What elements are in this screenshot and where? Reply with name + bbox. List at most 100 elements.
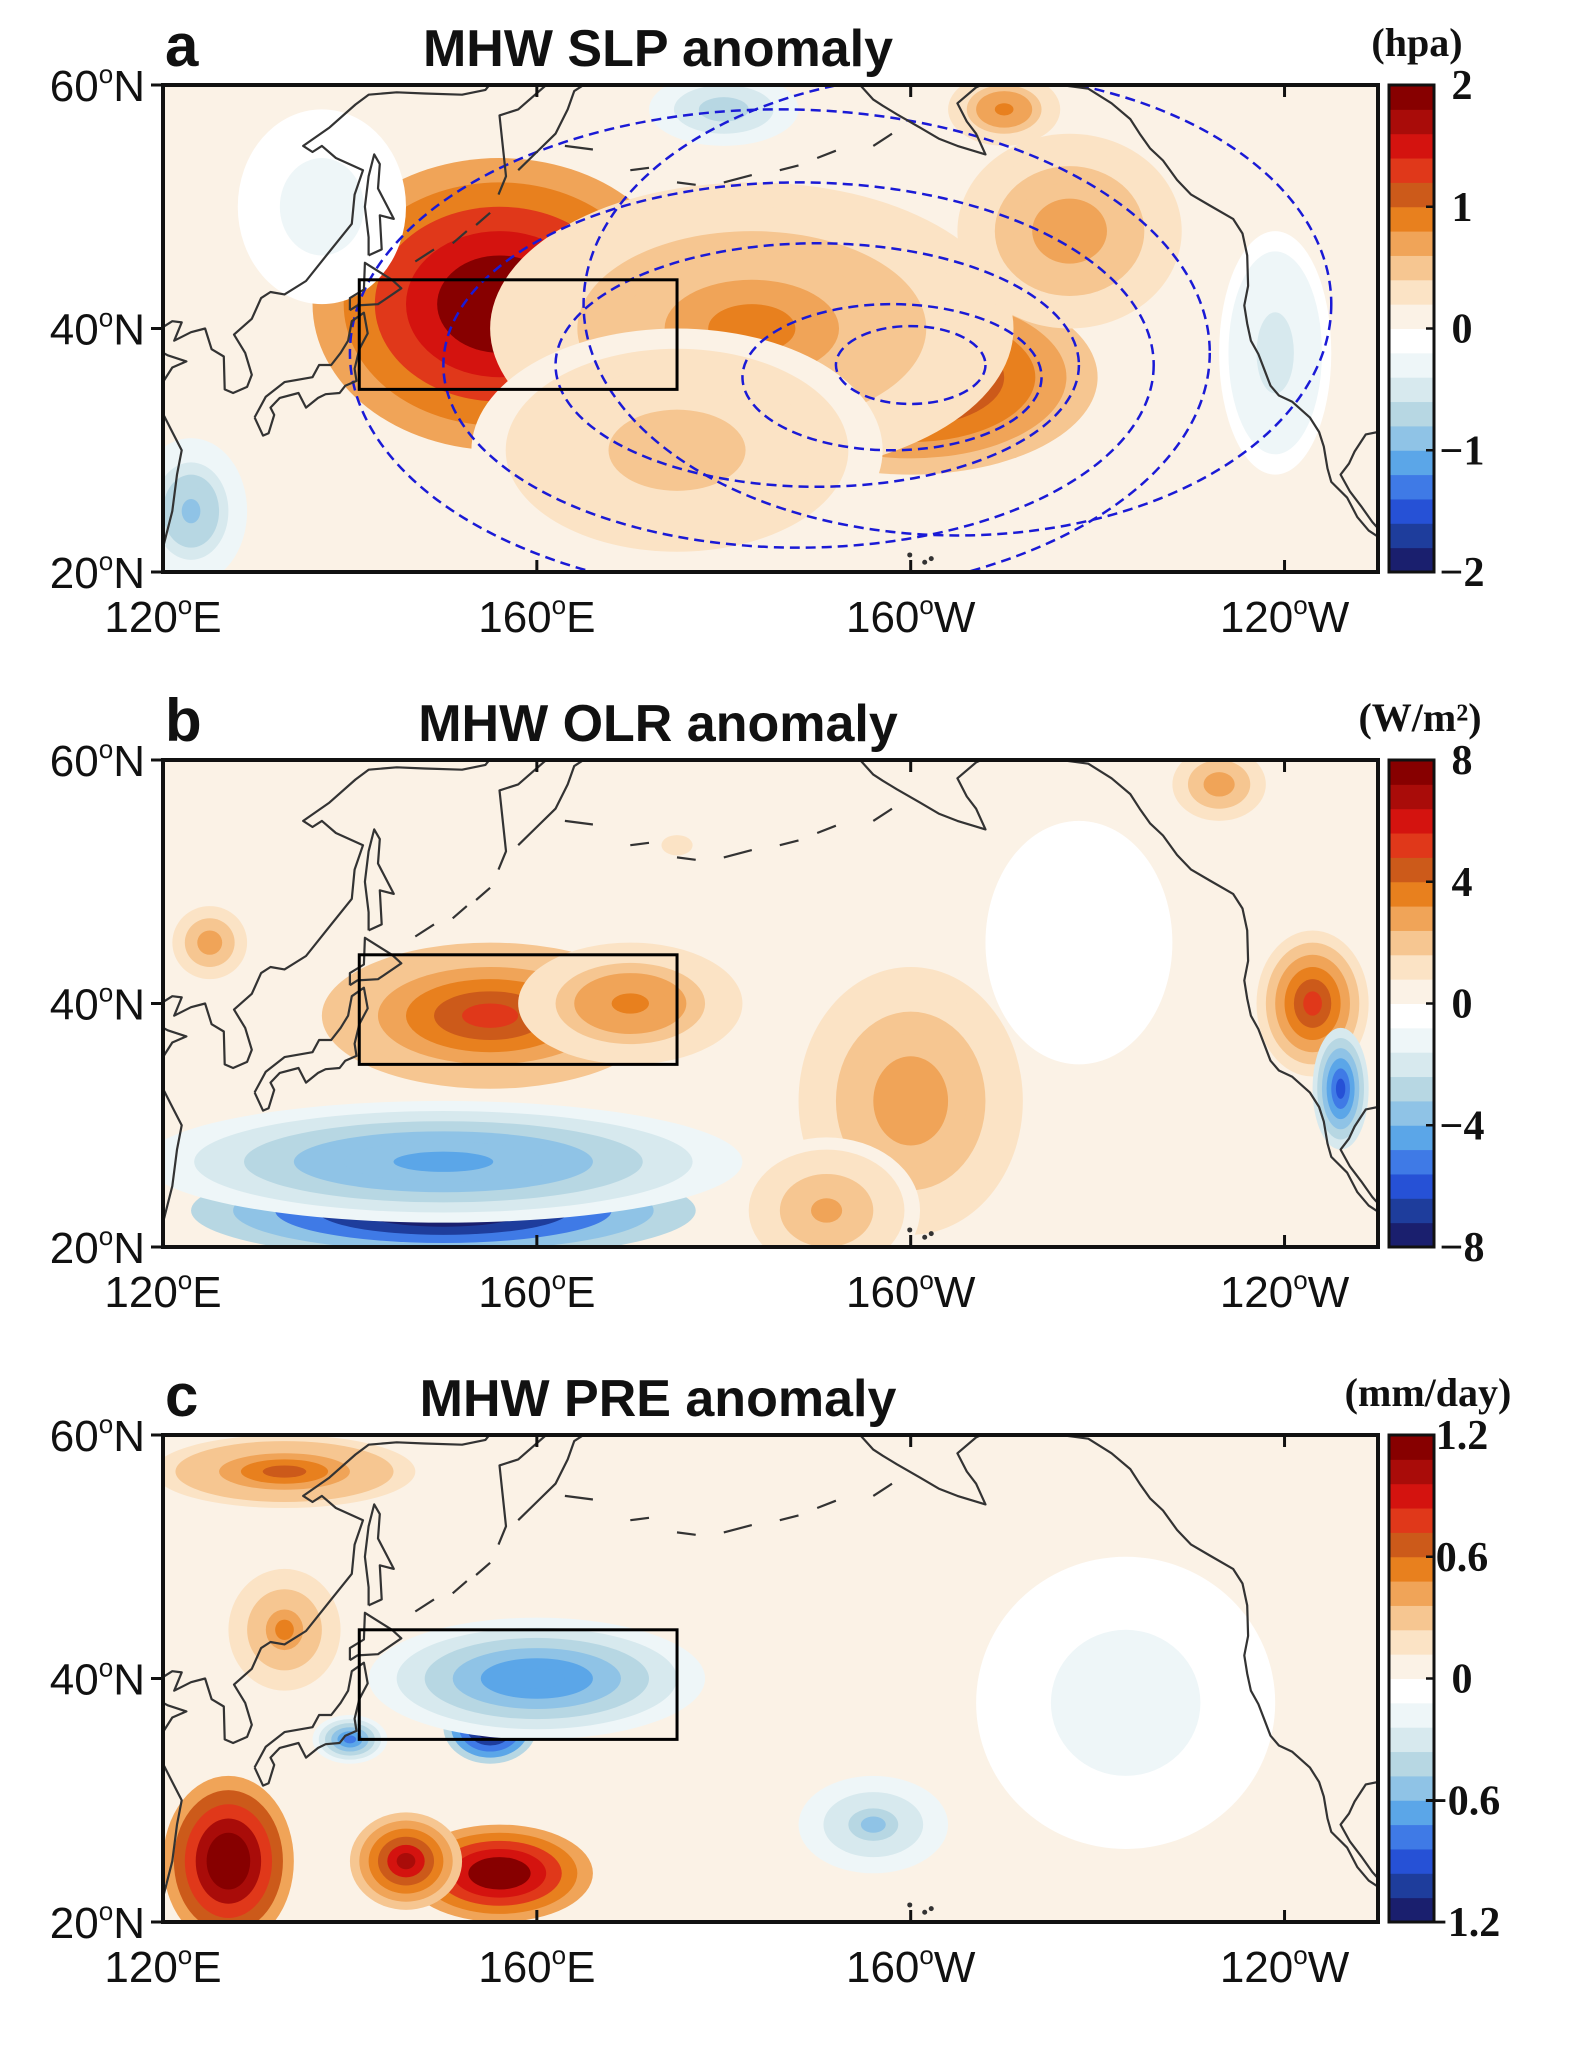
coastline [723,1524,753,1534]
field-anomaly-cell [312,1715,388,1764]
x-tick-label: 120oW [1220,1265,1350,1317]
island-marker [922,1909,928,1915]
colorbar-tick-label: 8 [1452,738,1473,784]
colorbar-segment [1389,547,1434,573]
field-level-ring [483,1865,516,1882]
colorbar-tick-label: 4 [1452,860,1473,906]
coastline [253,1661,369,1787]
island-marker [928,1231,934,1237]
field-anomaly-cell [228,1568,341,1691]
colorbar-segment [1389,881,1434,907]
colorbar-segment [1389,1003,1434,1029]
slp-dashed-contour [741,302,1043,452]
island-marker [922,1234,928,1240]
field-anomaly-cell [237,109,406,305]
coastline [630,1516,650,1522]
coastline [779,839,799,847]
colorbar-segment [1389,1605,1434,1631]
slp-dashed-contour [834,324,987,406]
coastline [858,1435,1378,1888]
colorbar-segment [1389,1654,1434,1679]
panel-a-units: (hpa) [1371,20,1462,65]
colorbar-segment [1389,1897,1434,1923]
colorbar-segment [1389,377,1434,403]
colorbar-tick-label: 0.6 [1436,1535,1489,1581]
island-marker [907,552,913,558]
slp-dashed-contour [348,108,1211,572]
coastline [363,1503,395,1607]
coastline [779,164,799,172]
panel-a-colorbar: 2 1 0 −1 −2 [1387,63,1485,596]
colorbar-segment [1389,1052,1434,1078]
panel-a-x-axis: 120oE 160oE 160oW 120oW [104,85,1350,642]
panel-a-coastlines [163,85,1378,565]
colorbar-segment [1389,1173,1434,1199]
field-anomaly-cell [163,1435,416,1509]
island-marker [950,1924,955,1929]
coastline [872,132,893,147]
coastline [163,760,491,1223]
panel-c-colorbar: 1.2 0.6 0 −0.6 −1.2 [1387,1413,1500,1946]
colorbar-segment [1389,1556,1434,1582]
colorbar-segment [1389,1581,1434,1606]
panel-a-title: MHW SLP anomaly [423,20,893,78]
field-level-ring [611,993,649,1014]
island-marker [907,1902,913,1908]
colorbar-segment [1389,206,1434,232]
panel-a-map [163,85,1378,572]
colorbar-tick-label: −8 [1440,1225,1485,1271]
colorbar-tick-label: 0 [1452,1657,1473,1703]
coastline [517,85,586,171]
panel-b-region-box [357,953,679,1066]
coastline [723,849,753,859]
colorbar-segment [1389,133,1434,159]
field-anomaly-cell [1172,760,1266,821]
colorbar-tick-label: 2 [1452,63,1473,109]
x-tick-label: 120oW [1220,1940,1350,1992]
coastline [858,85,1378,538]
x-tick-label: 120oE [104,590,221,642]
field-level-ring [1265,332,1285,374]
x-tick-label: 120oW [1220,590,1350,642]
panel-c: c MHW PRE anomaly (mm/day) 60oN40oN20oN … [50,1362,1512,1992]
colorbar-segment [1389,1483,1434,1509]
field-level-ring [203,936,216,949]
colorbar-segment [1389,1222,1434,1248]
colorbar-segment [1389,833,1434,858]
coastline [253,986,369,1112]
colorbar-tick-label: −1 [1440,428,1485,474]
y-tick-label: 60oN [50,1409,145,1461]
field-anomaly-cell [976,1556,1276,1849]
y-tick-label: 20oN [50,1221,145,1273]
colorbar-segment [1389,808,1434,834]
field-level-ring [711,103,737,116]
x-tick-label: 120oE [104,1265,221,1317]
colorbar-segment [1389,231,1434,256]
field-level-ring [396,1853,416,1870]
coastline [816,824,837,835]
colorbar-segment [1389,1076,1434,1102]
coastline [779,1514,799,1522]
panel-c-x-axis: 120oE 160oE 160oW 120oW [104,1435,1350,1992]
y-tick-label: 40oN [50,303,145,355]
panel-b-y-axis: 60oN 40oN 20oN [50,734,163,1273]
field-anomaly-cell [406,1824,593,1922]
slp-dashed-contour [554,242,1081,489]
field-level-ring [262,1465,307,1478]
colorbar-segment [1389,1459,1434,1485]
coastline [363,153,395,257]
coastline [872,1482,893,1497]
field-anomaly-cell [583,784,771,907]
colorbar-segment [1389,930,1434,956]
panel-c-field [163,1435,1276,1922]
island-marker [928,1906,934,1912]
colorbar-tick-label: −2 [1440,550,1485,596]
coastline [723,174,753,184]
y-tick-label: 60oN [50,59,145,111]
coastline [363,828,395,932]
colorbar-segment [1389,304,1434,329]
colorbar-tick-label: 1 [1452,185,1473,231]
coastline [451,1580,468,1595]
coastline [414,1598,435,1613]
